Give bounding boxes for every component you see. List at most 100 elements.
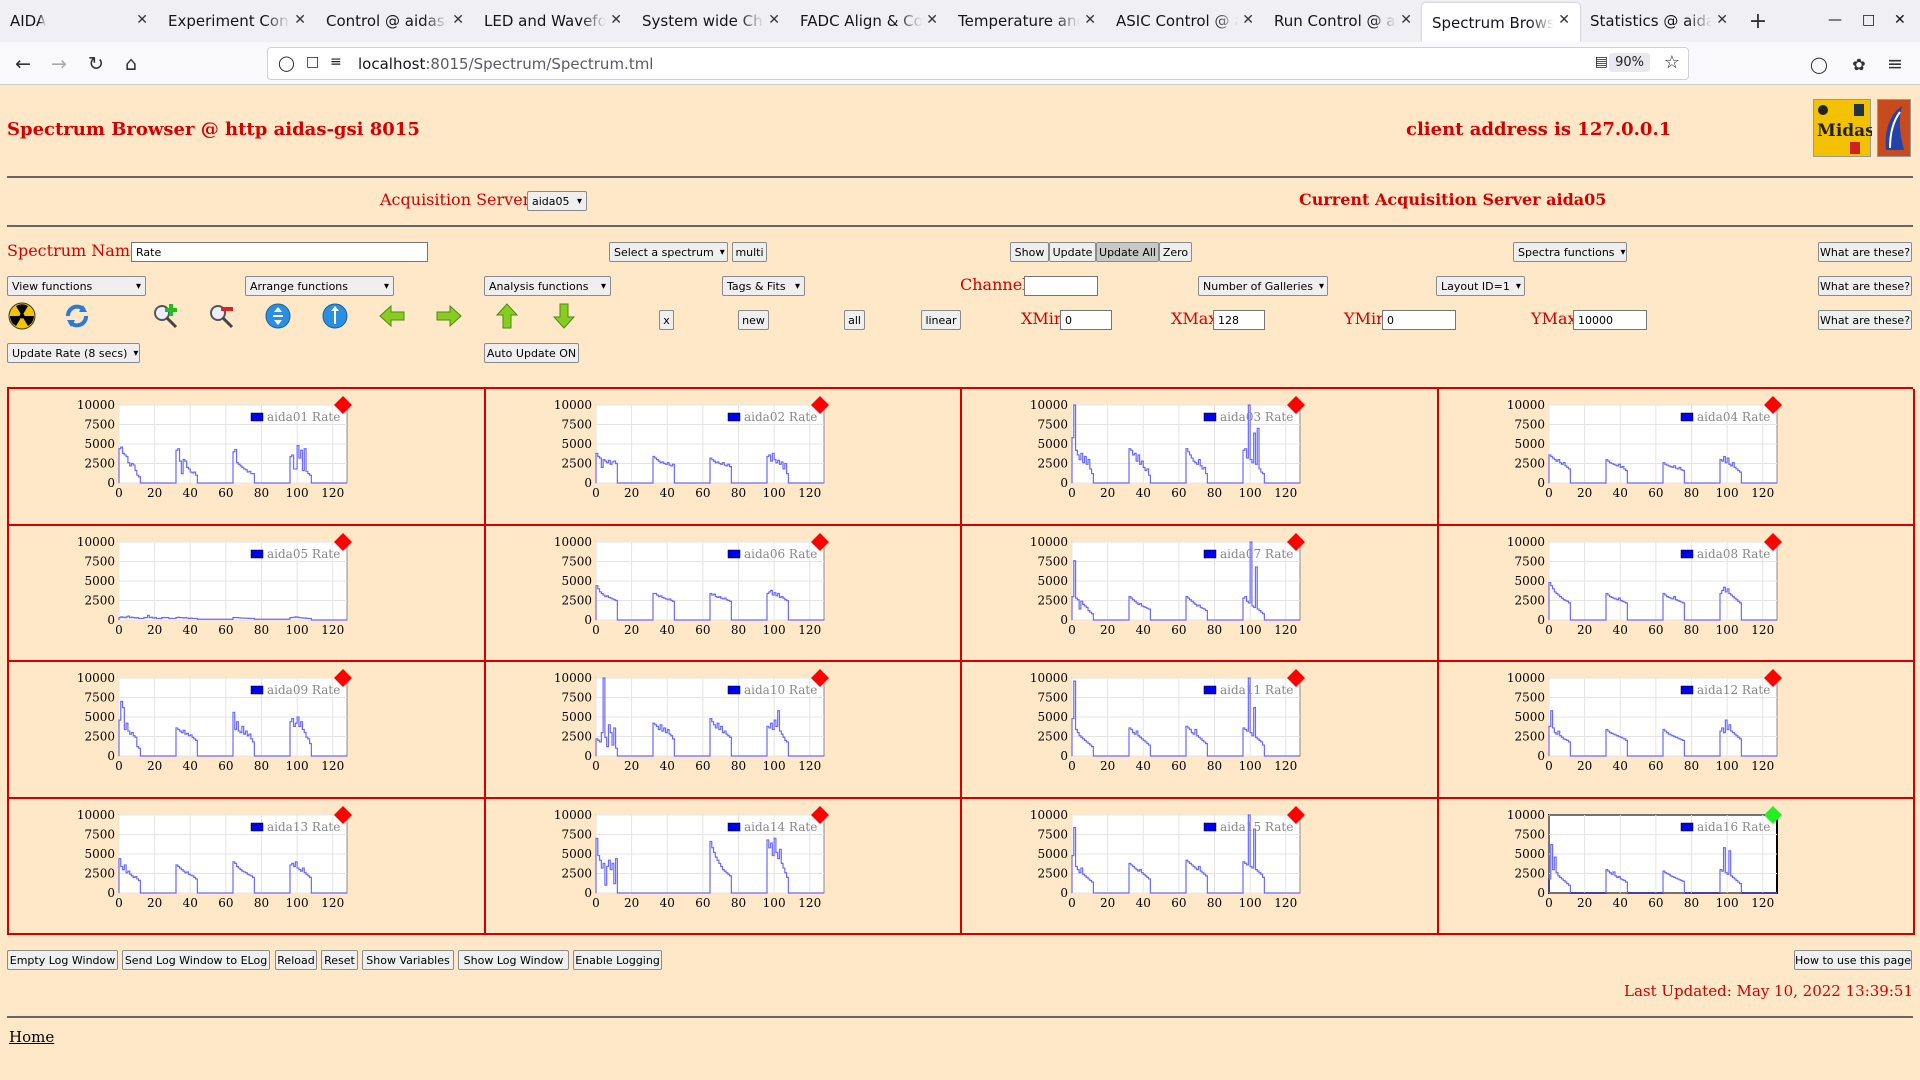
xmax-input[interactable]: 128 bbox=[1213, 310, 1265, 330]
tab-close-icon[interactable]: ✕ bbox=[1400, 12, 1412, 28]
status-diamond-icon[interactable] bbox=[1763, 396, 1782, 414]
zero-button[interactable]: Zero bbox=[1159, 242, 1192, 262]
reload-icon[interactable]: ↻ bbox=[88, 53, 104, 75]
radiation-icon[interactable] bbox=[7, 301, 37, 331]
update-button[interactable]: Update bbox=[1049, 242, 1096, 262]
what-are-these-button-1[interactable]: What are these? bbox=[1818, 242, 1912, 262]
ymax-input[interactable]: 10000 bbox=[1573, 310, 1647, 330]
select-spectrum-dropdown[interactable]: Select a spectrum ▾ bbox=[609, 242, 728, 262]
acq-server-select[interactable]: aida05 ▾ bbox=[527, 191, 587, 211]
footer-button[interactable]: Show Variables bbox=[362, 950, 454, 970]
update-all-button[interactable]: Update All bbox=[1096, 242, 1159, 262]
status-diamond-icon[interactable] bbox=[1287, 532, 1305, 551]
spectrum-panel[interactable]: 0 2500 5000 7500 10000 0 20 40 60 80 100 120 aida01 … bbox=[9, 389, 486, 526]
forward-arrow-icon[interactable]: → bbox=[51, 53, 67, 75]
tab-close-icon[interactable]: ✕ bbox=[1716, 12, 1728, 28]
how-to-use-button[interactable]: How to use this page bbox=[1794, 950, 1912, 970]
browser-tab[interactable]: FADC Align & Cont✕ bbox=[790, 0, 948, 42]
tab-close-icon[interactable]: ✕ bbox=[1558, 12, 1570, 28]
menu-icon[interactable]: ≡ bbox=[1887, 53, 1903, 75]
what-are-these-button-2[interactable]: What are these? bbox=[1818, 276, 1912, 296]
spectrum-name-input[interactable]: Rate bbox=[131, 242, 428, 262]
linear-button[interactable]: linear bbox=[921, 310, 961, 330]
tab-close-icon[interactable]: ✕ bbox=[1242, 12, 1254, 28]
spectrum-panel[interactable]: 0 2500 5000 7500 10000 0 20 40 60 80 100 120 aida02 … bbox=[485, 389, 962, 526]
spectrum-panel[interactable]: 0 2500 5000 7500 10000 0 20 40 60 80 100 120 aida12 … bbox=[1438, 662, 1915, 799]
status-diamond-icon[interactable] bbox=[810, 396, 829, 414]
browser-tab[interactable]: Run Control @ aida✕ bbox=[1264, 0, 1422, 42]
expand-icon[interactable] bbox=[320, 301, 350, 331]
browser-tab[interactable]: Temperature and s✕ bbox=[948, 0, 1106, 42]
spectrum-panel[interactable]: 0 2500 5000 7500 10000 0 20 40 60 80 100 120 aida11 … bbox=[962, 662, 1439, 799]
tab-close-icon[interactable]: ✕ bbox=[610, 12, 622, 28]
back-arrow-icon[interactable]: ← bbox=[15, 53, 31, 75]
tags-fits-dropdown[interactable]: Tags & Fits ▾ bbox=[722, 276, 805, 296]
spectrum-panel[interactable]: 0 2500 5000 7500 10000 0 20 40 60 80 100 120 aida08 … bbox=[1438, 525, 1915, 662]
home-icon[interactable]: ⌂ bbox=[124, 53, 138, 75]
browser-tab[interactable]: System wide Check✕ bbox=[632, 0, 790, 42]
spectrum-panel[interactable]: 0 2500 5000 7500 10000 0 20 40 60 80 100 120 aida09 … bbox=[9, 662, 486, 799]
auto-update-button[interactable]: Auto Update ON bbox=[484, 343, 579, 363]
spectrum-panel[interactable]: 0 2500 5000 7500 10000 0 20 40 60 80 100 120 aida15 … bbox=[962, 798, 1439, 935]
refresh-icon[interactable] bbox=[62, 301, 92, 331]
browser-tab[interactable]: AIDA ✕ bbox=[0, 0, 158, 42]
tab-close-icon[interactable]: ✕ bbox=[768, 12, 780, 28]
status-diamond-icon[interactable] bbox=[1763, 532, 1782, 551]
spectrum-panel[interactable]: 0 2500 5000 7500 10000 0 20 40 60 80 100 120 aida13 … bbox=[9, 798, 486, 935]
view-functions-dropdown[interactable]: View functions ▾ bbox=[7, 276, 146, 296]
spectrum-panel[interactable]: 0 2500 5000 7500 10000 0 20 40 60 80 100 120 aida04 … bbox=[1438, 389, 1915, 526]
number-of-galleries-dropdown[interactable]: Number of Galleries ▾ bbox=[1198, 276, 1328, 296]
extension-icon[interactable]: ✿ bbox=[1852, 54, 1866, 74]
status-diamond-icon[interactable] bbox=[1287, 669, 1305, 687]
tab-close-icon[interactable]: ✕ bbox=[452, 12, 464, 28]
spectrum-panel[interactable]: 0 2500 5000 7500 10000 0 20 40 60 80 100 120 aida14 … bbox=[485, 798, 962, 935]
tab-close-icon[interactable]: ✕ bbox=[926, 12, 938, 28]
browser-tab[interactable]: Statistics @ aidas-g✕ bbox=[1580, 0, 1738, 42]
new-tab-button[interactable]: + bbox=[1748, 8, 1768, 34]
minimize-icon[interactable]: — bbox=[1828, 12, 1842, 28]
status-diamond-icon[interactable] bbox=[810, 805, 829, 824]
spectra-functions-dropdown[interactable]: Spectra functions ▾ bbox=[1513, 242, 1627, 262]
footer-button[interactable]: Enable Logging bbox=[573, 950, 662, 970]
spectrum-panel[interactable]: 0 2500 5000 7500 10000 0 20 40 60 80 100 120 aida06 … bbox=[485, 525, 962, 662]
pocket-icon[interactable]: ◯ bbox=[1810, 54, 1828, 74]
url-text[interactable]: localhost:8015/Spectrum/Spectrum.tml bbox=[358, 55, 654, 73]
status-diamond-icon[interactable] bbox=[1763, 805, 1782, 824]
tab-close-icon[interactable]: ✕ bbox=[136, 12, 148, 28]
multi-button[interactable]: multi bbox=[732, 242, 767, 262]
update-rate-dropdown[interactable]: Update Rate (8 secs) ▾ bbox=[7, 343, 140, 363]
status-diamond-icon[interactable] bbox=[810, 532, 829, 551]
status-diamond-icon[interactable] bbox=[1763, 669, 1782, 687]
arrow-left-icon[interactable] bbox=[377, 301, 407, 331]
close-window-icon[interactable]: ✕ bbox=[1894, 12, 1906, 28]
analysis-functions-dropdown[interactable]: Analysis functions ▾ bbox=[484, 276, 611, 296]
new-button[interactable]: new bbox=[738, 310, 769, 330]
permissions-icon[interactable]: ≡ bbox=[330, 54, 342, 70]
shield-icon[interactable]: ◯ bbox=[278, 54, 295, 72]
footer-button[interactable]: Show Log Window bbox=[458, 950, 569, 970]
browser-tab[interactable]: Spectrum Browser✕ bbox=[1422, 3, 1580, 42]
browser-tab[interactable]: Experiment Contro✕ bbox=[158, 0, 316, 42]
arrow-right-icon[interactable] bbox=[434, 301, 464, 331]
arrange-functions-dropdown[interactable]: Arrange functions ▾ bbox=[245, 276, 394, 296]
home-link[interactable]: Home bbox=[9, 1028, 55, 1046]
zoom-in-icon[interactable] bbox=[150, 301, 180, 331]
all-button[interactable]: all bbox=[844, 310, 865, 330]
footer-button[interactable]: Reload bbox=[275, 950, 317, 970]
maximize-icon[interactable]: □ bbox=[1862, 12, 1876, 28]
compress-icon[interactable] bbox=[263, 301, 293, 331]
browser-tab[interactable]: ASIC Control @ aic✕ bbox=[1106, 0, 1264, 42]
spectrum-panel[interactable]: 0 2500 5000 7500 10000 0 20 40 60 80 100 120 aida10 … bbox=[485, 662, 962, 799]
xmin-input[interactable]: 0 bbox=[1060, 310, 1112, 330]
footer-button[interactable]: Reset bbox=[321, 950, 358, 970]
arrow-down-icon[interactable] bbox=[549, 301, 579, 331]
browser-tab[interactable]: LED and Waveform✕ bbox=[474, 0, 632, 42]
footer-button[interactable]: Send Log Window to ELog bbox=[122, 950, 270, 970]
spectrum-panel[interactable]: 0 2500 5000 7500 10000 0 20 40 60 80 100 120 aida05 … bbox=[9, 525, 486, 662]
status-diamond-icon[interactable] bbox=[334, 805, 352, 824]
zoom-level-badge[interactable]: 90% bbox=[1609, 53, 1650, 72]
spectrum-panel[interactable]: 0 2500 5000 7500 10000 0 20 40 60 80 100 120 aida03 … bbox=[962, 389, 1439, 526]
ymin-input[interactable]: 0 bbox=[1382, 310, 1456, 330]
what-are-these-button-3[interactable]: What are these? bbox=[1818, 310, 1912, 330]
footer-button[interactable]: Empty Log Window bbox=[7, 950, 118, 970]
